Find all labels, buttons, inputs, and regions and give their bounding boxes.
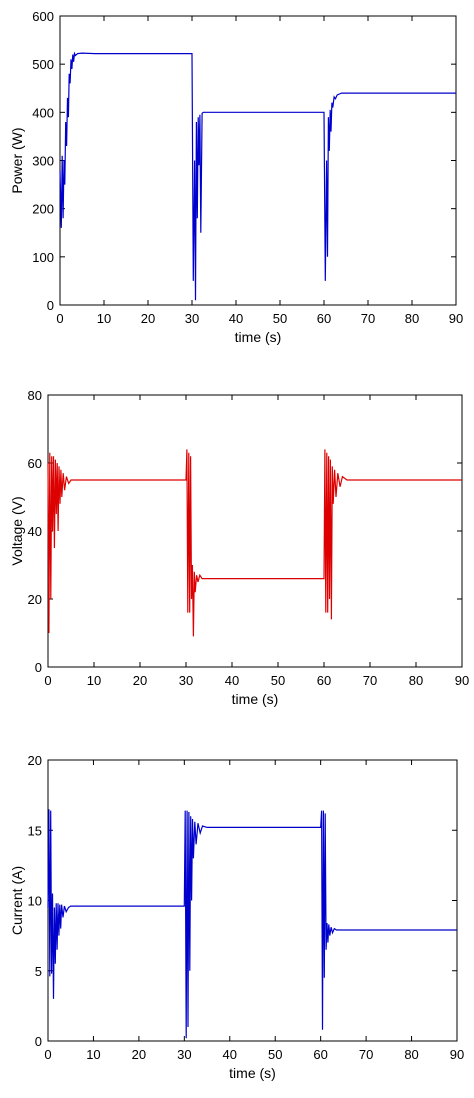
voltage-plot-frame: [47, 394, 463, 668]
power-y-tick-label: 0: [47, 298, 54, 313]
current-x-tick-label: 10: [86, 1047, 100, 1062]
voltage-x-tick-label: 70: [363, 673, 377, 688]
current-y-axis-label: Current (A): [9, 866, 25, 935]
current-x-tick-label: 70: [359, 1047, 373, 1062]
power-x-tick-label: 40: [229, 311, 243, 326]
power-x-axis-label: time (s): [235, 329, 282, 345]
power-x-tick-label: 90: [449, 311, 463, 326]
voltage-x-tick-label: 60: [317, 673, 331, 688]
voltage-x-tick-label: 10: [87, 673, 101, 688]
power-plot-frame: [59, 15, 457, 306]
current-x-tick-label: 30: [177, 1047, 191, 1062]
voltage-x-tick-label: 0: [44, 673, 51, 688]
power-series-line: [59, 51, 456, 301]
current-x-axis-label: time (s): [229, 1065, 276, 1081]
voltage-y-tick-label: 80: [28, 388, 42, 403]
current-y-tick-label: 15: [28, 823, 42, 838]
power-y-tick-label: 300: [32, 154, 54, 169]
voltage-x-tick-label: 20: [133, 673, 147, 688]
current-y-tick-label: 0: [35, 1034, 42, 1049]
power-y-axis-label: Power (W): [9, 127, 25, 193]
power-x-tick-label: 20: [141, 311, 155, 326]
current-y-tick-label: 20: [28, 753, 42, 768]
current-plot-frame: [47, 759, 458, 1042]
power-x-tick-label: 10: [97, 311, 111, 326]
current-y-tick-label: 5: [35, 964, 42, 979]
power-y-tick-label: 500: [32, 57, 54, 72]
current-x-tick-label: 60: [313, 1047, 327, 1062]
voltage-y-tick-label: 20: [28, 592, 42, 607]
power-y-tick-label: 200: [32, 202, 54, 217]
power-x-tick-label: 50: [273, 311, 287, 326]
voltage-y-tick-label: 0: [35, 660, 42, 675]
current-x-tick-label: 90: [450, 1047, 464, 1062]
power-plot-panel: 0 10 20 30 40 50 60 70 80 90 0 100 200 300 400 500 600 ti…: [9, 9, 463, 345]
voltage-series-line: [47, 449, 462, 637]
voltage-y-tick-label: 40: [28, 524, 42, 539]
voltage-x-tick-label: 80: [409, 673, 423, 688]
voltage-x-tick-label: 50: [271, 673, 285, 688]
power-y-tick-label: 400: [32, 105, 54, 120]
voltage-x-tick-label: 40: [225, 673, 239, 688]
power-x-tick-label: 60: [317, 311, 331, 326]
power-x-tick-label: 70: [361, 311, 375, 326]
voltage-plot-panel: 0 10 20 30 40 50 60 70 80 90 0 20 40 60 80 time (s) Volt…: [9, 388, 469, 707]
current-x-tick-label: 50: [268, 1047, 282, 1062]
voltage-x-tick-label: 90: [455, 673, 469, 688]
current-x-tick-label: 40: [223, 1047, 237, 1062]
current-x-tick-label: 80: [404, 1047, 418, 1062]
voltage-x-axis-label: time (s): [232, 691, 279, 707]
current-x-tick-label: 0: [44, 1047, 51, 1062]
voltage-y-axis-label: Voltage (V): [9, 496, 25, 565]
voltage-x-tick-label: 30: [179, 673, 193, 688]
power-x-tick-label: 80: [405, 311, 419, 326]
current-x-tick-label: 20: [132, 1047, 146, 1062]
voltage-y-tick-label: 60: [28, 456, 42, 471]
power-x-tick-label: 0: [56, 311, 63, 326]
current-series-line: [47, 809, 457, 1039]
current-plot-panel: 0 10 20 30 40 50 60 70 80 90 0 5 10 15 20 time (s) Curre…: [9, 753, 464, 1081]
current-y-tick-label: 10: [28, 894, 42, 909]
power-y-tick-label: 100: [32, 250, 54, 265]
power-y-tick-label: 600: [32, 9, 54, 24]
power-x-tick-label: 30: [185, 311, 199, 326]
